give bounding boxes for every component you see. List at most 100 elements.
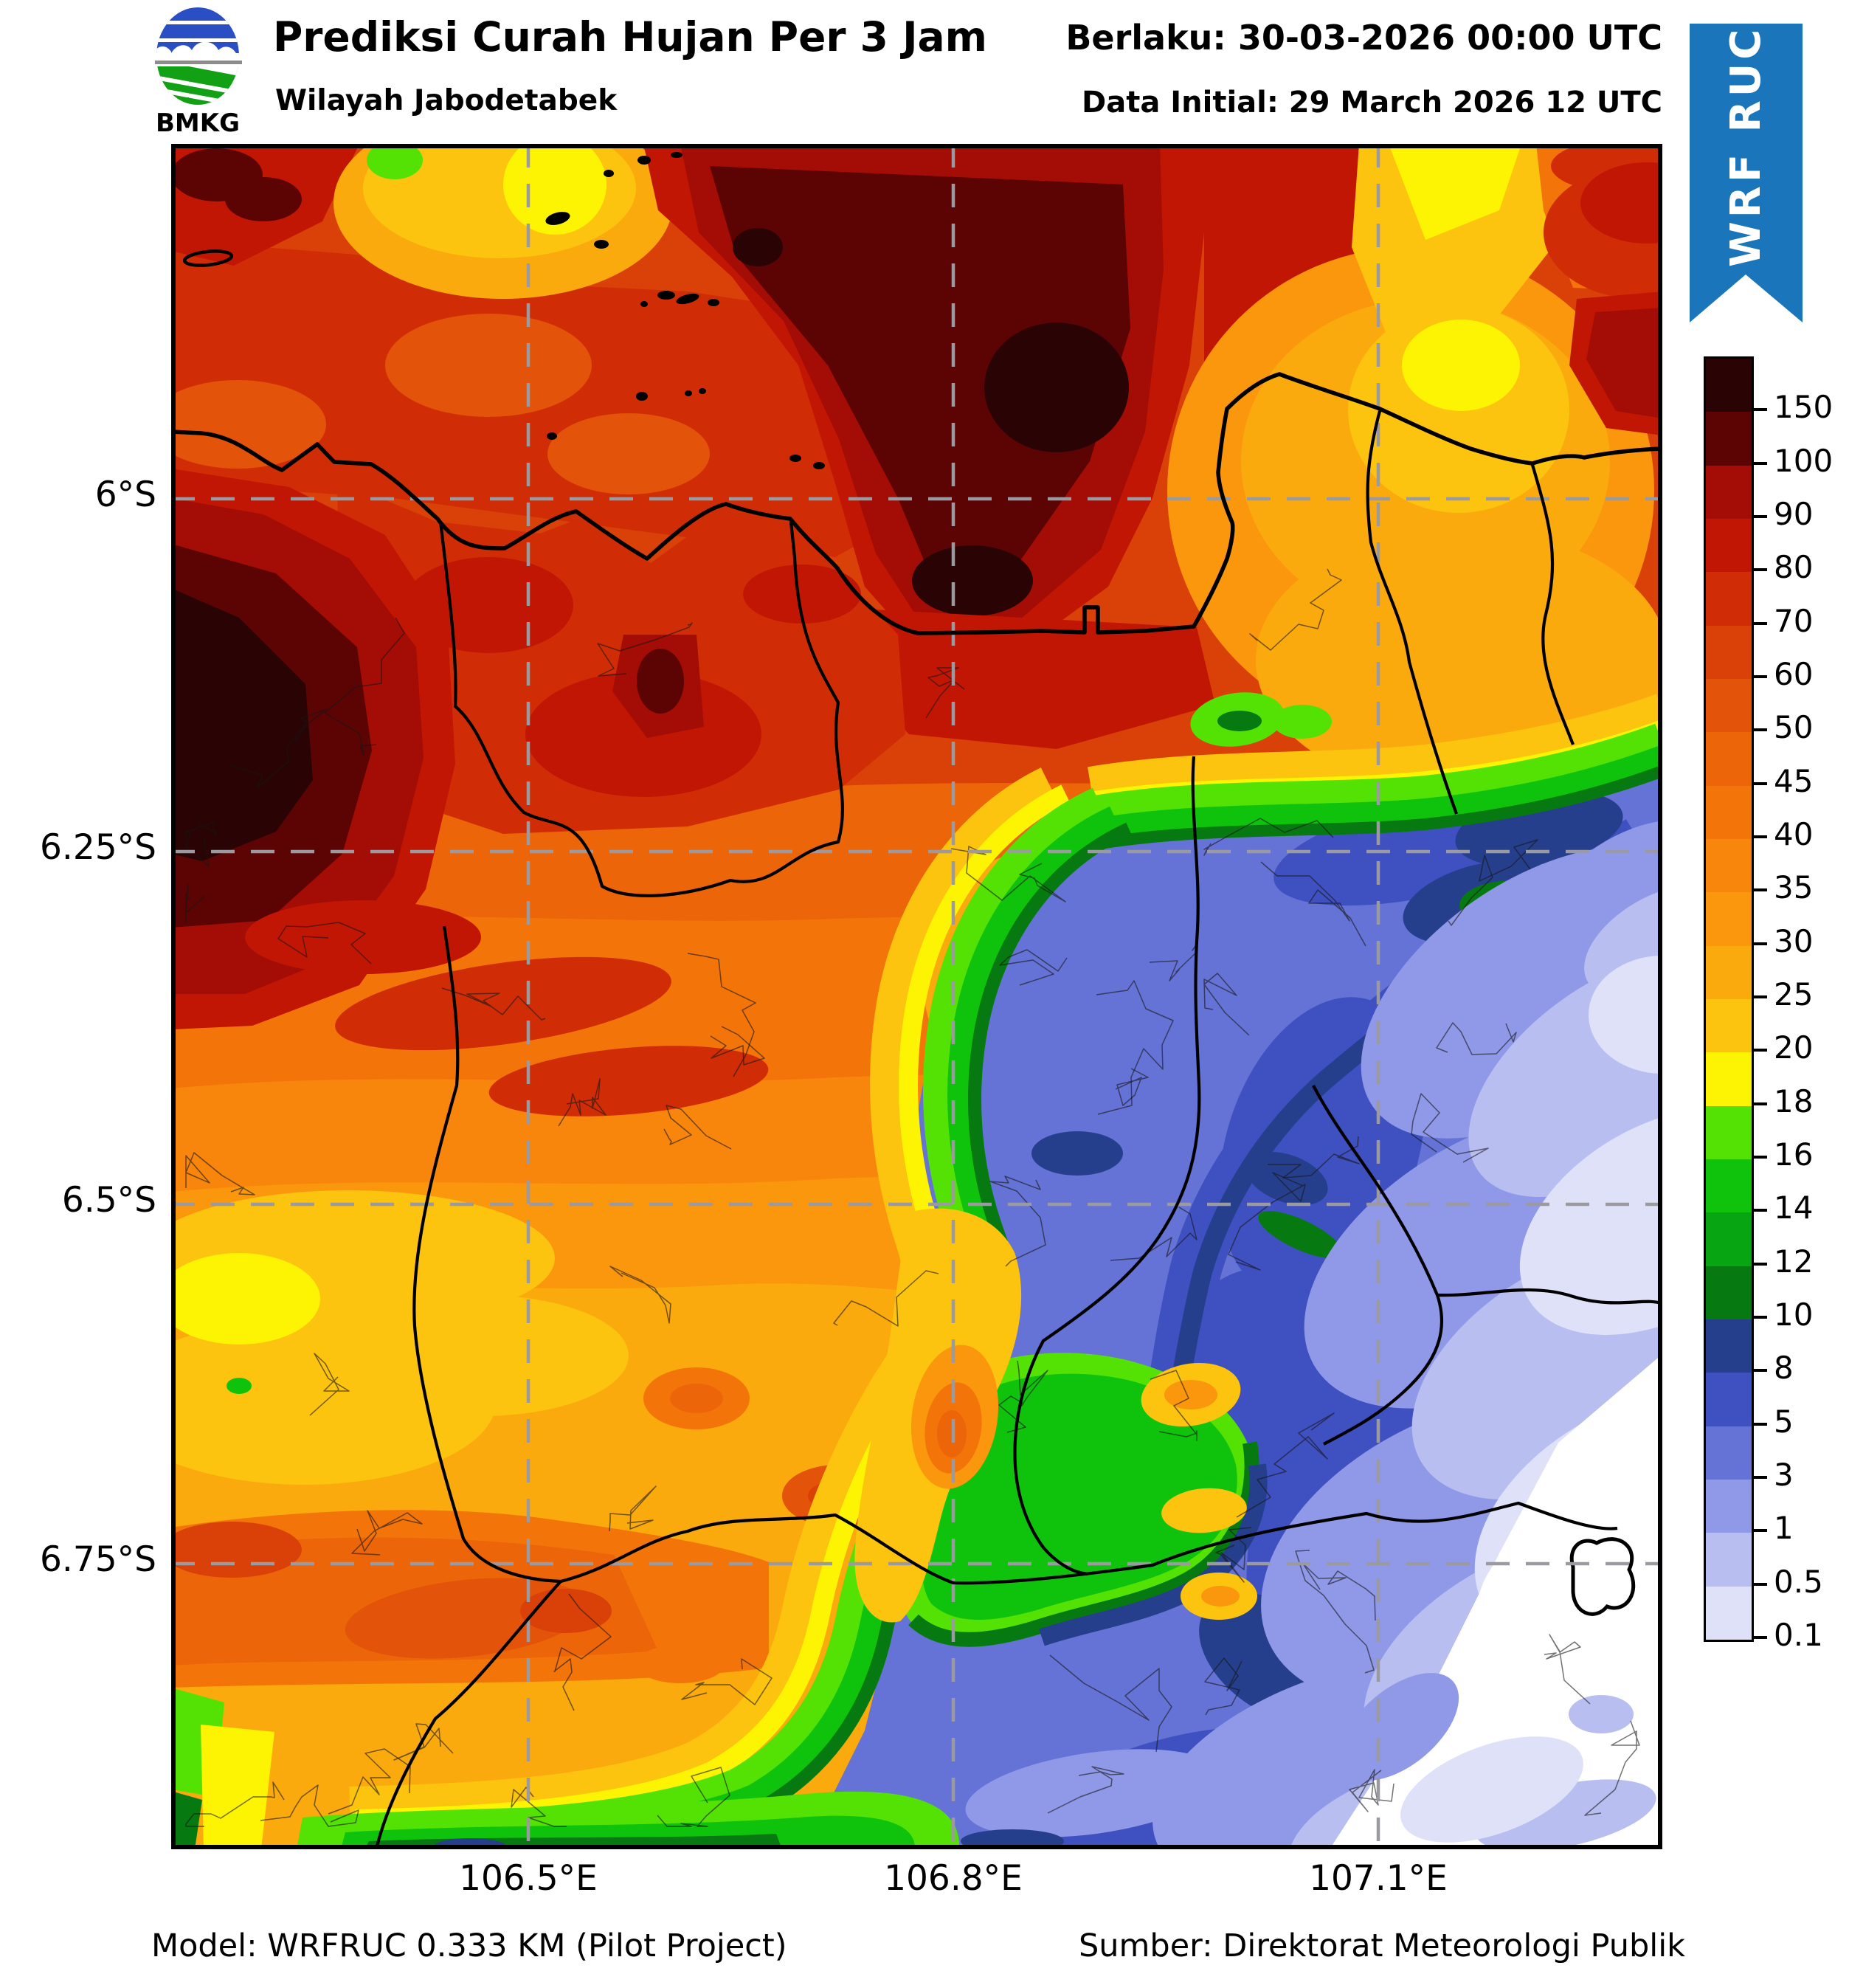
colorbar-tick	[1752, 888, 1767, 892]
colorbar-tick	[1752, 1476, 1767, 1479]
colorbar-segment	[1706, 518, 1752, 573]
colorbar-tick	[1752, 1156, 1767, 1159]
colorbar-tick-label: 1	[1774, 1510, 1794, 1547]
colorbar-tick	[1752, 568, 1767, 572]
colorbar-segment	[1706, 1533, 1752, 1587]
islands	[182, 152, 825, 469]
colorbar-tick-label: 10	[1774, 1297, 1814, 1333]
ribbon-label: WRF RUC	[1722, 26, 1770, 267]
colorbar-tick-label: 0.1	[1774, 1617, 1823, 1653]
colorbar-tick	[1752, 1316, 1767, 1319]
x-tick-label: 106.8°E	[884, 1858, 1023, 1899]
bmkg-logo-text: BMKG	[156, 108, 240, 137]
colorbar-tick-label: 20	[1774, 1029, 1814, 1066]
colorbar-segment	[1706, 732, 1752, 786]
colorbar-segment	[1706, 1212, 1752, 1266]
valid-time-text: Berlaku: 30-03-2026 00:00 UTC	[1065, 18, 1662, 58]
colorbar-tick-label: 16	[1774, 1136, 1814, 1173]
bmkg-logo: BMKG	[155, 7, 242, 137]
colorbar-tick	[1752, 1422, 1767, 1426]
colorbar-segment	[1706, 625, 1752, 679]
colorbar-tick	[1752, 1636, 1767, 1639]
colorbar-tick	[1752, 1582, 1767, 1586]
colorbar-segment	[1706, 1105, 1752, 1159]
colorbar-tick-label: 25	[1774, 976, 1814, 1012]
colorbar-segment	[1706, 838, 1752, 893]
colorbar-tick-label: 35	[1774, 869, 1814, 906]
colorbar-segment	[1706, 412, 1752, 466]
colorbar-tick-label: 70	[1774, 602, 1814, 639]
x-tick-label: 107.1°E	[1309, 1858, 1448, 1899]
colorbar-segment	[1706, 945, 1752, 999]
colorbar-tick-label: 30	[1774, 922, 1814, 959]
colorbar-tick	[1752, 781, 1767, 785]
colorbar-segment	[1706, 678, 1752, 733]
colorbar-segment	[1706, 1479, 1752, 1533]
colorbar-segment	[1706, 892, 1752, 946]
colorbar-segment	[1706, 359, 1752, 413]
colorbar-tick	[1752, 1049, 1767, 1052]
rainfall-map-canvas	[171, 144, 1662, 1849]
colorbar-tick	[1752, 515, 1767, 518]
colorbar-tick	[1752, 621, 1767, 625]
colorbar-segment	[1706, 1426, 1752, 1480]
colorbar-tick	[1752, 1369, 1767, 1373]
colorbar-segment	[1706, 1052, 1752, 1106]
colorbar-tick-label: 12	[1774, 1243, 1814, 1280]
colorbar-tick	[1752, 942, 1767, 945]
colorbar-tick	[1752, 1209, 1767, 1212]
colorbar-tick-label: 100	[1774, 442, 1834, 479]
y-tick-label: 6.75°S	[40, 1539, 156, 1580]
y-tick-label: 6°S	[94, 474, 156, 515]
colorbar-segment	[1706, 1586, 1752, 1640]
colorbar-tick	[1752, 408, 1767, 412]
page-subtitle: Wilayah Jabodetabek	[275, 84, 618, 117]
colorbar-tick	[1752, 461, 1767, 465]
colorbar-tick-label: 5	[1774, 1403, 1794, 1440]
colorbar-tick-label: 80	[1774, 549, 1814, 586]
colorbar-tick-label: 150	[1774, 389, 1834, 426]
ribbon-shape	[1690, 24, 1803, 322]
colorbar-tick-label: 18	[1774, 1083, 1814, 1119]
colorbar-tick	[1752, 835, 1767, 838]
province-boundaries	[374, 410, 1662, 1849]
colorbar-tick	[1752, 1529, 1767, 1533]
y-tick-label: 6.5°S	[61, 1180, 156, 1221]
colorbar-segment	[1706, 1266, 1752, 1319]
coastline	[171, 372, 1662, 635]
graticule	[171, 144, 1662, 1849]
colorbar	[1704, 356, 1754, 1642]
colorbar-tick	[1752, 1102, 1767, 1105]
colorbar-tick-label: 50	[1774, 709, 1814, 746]
district-boundaries	[185, 568, 1640, 1827]
colorbar-tick-label: 90	[1774, 496, 1814, 532]
model-ribbon: WRF RUC	[1690, 24, 1803, 322]
colorbar-tick-label: 40	[1774, 816, 1814, 852]
colorbar-segment	[1706, 785, 1752, 839]
colorbar-tick	[1752, 675, 1767, 678]
colorbar-segment	[1706, 572, 1752, 626]
colorbar-tick-label: 3	[1774, 1457, 1794, 1493]
colorbar-segment	[1706, 465, 1752, 519]
colorbar-tick	[1752, 728, 1767, 732]
colorbar-segment	[1706, 998, 1752, 1053]
page-title: Prediksi Curah Hujan Per 3 Jam	[273, 13, 987, 61]
colorbar-segment	[1706, 1373, 1752, 1426]
colorbar-tick-label: 14	[1774, 1190, 1814, 1226]
bmkg-logo-emblem	[155, 7, 242, 105]
colorbar-tick	[1752, 995, 1767, 998]
source-info-text: Sumber: Direktorat Meteorologi Publik	[1079, 1927, 1686, 1964]
colorbar-tick-label: 0.5	[1774, 1563, 1823, 1600]
colorbar-tick-label: 45	[1774, 762, 1814, 799]
colorbar-tick	[1752, 1262, 1767, 1266]
model-info-text: Model: WRFRUC 0.333 KM (Pilot Project)	[151, 1927, 787, 1964]
map-frame	[171, 144, 1662, 1849]
init-time-text: Data Initial: 29 March 2026 12 UTC	[1082, 86, 1662, 120]
colorbar-tick-label: 60	[1774, 656, 1814, 692]
colorbar-segment	[1706, 1159, 1752, 1213]
colorbar-tick-label: 8	[1774, 1350, 1794, 1387]
x-tick-label: 106.5°E	[459, 1858, 598, 1899]
y-tick-label: 6.25°S	[40, 827, 156, 868]
colorbar-segment	[1706, 1319, 1752, 1373]
